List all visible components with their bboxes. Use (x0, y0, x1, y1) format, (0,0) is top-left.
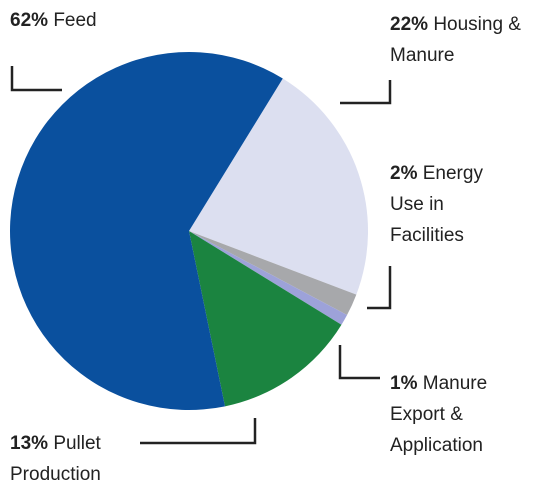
slices (10, 51, 368, 411)
pie-slice (189, 231, 342, 407)
slice-label: 62% Feed (10, 5, 210, 36)
leader-line (367, 266, 392, 310)
leader-line (140, 418, 257, 445)
slice-percent: 62% (10, 10, 49, 31)
slice-label: 13% Pullet Production (10, 428, 130, 487)
slice-name: Manure Export & Application (390, 373, 488, 456)
slice-percent: 22% (390, 14, 429, 35)
slice-label: 2% Energy Use in Facilities (390, 158, 500, 251)
pie-slice (10, 51, 283, 411)
pie-slice (189, 231, 357, 316)
leader-line (338, 345, 380, 380)
slice-name: Housing & Manure (390, 14, 521, 66)
pie-slice (189, 78, 368, 295)
slice-percent: 13% (10, 433, 49, 454)
slice-name: Feed (53, 10, 97, 31)
leader-line (10, 66, 62, 92)
leader-line (340, 80, 392, 105)
slice-label: 1% Manure Export & Application (390, 368, 515, 461)
slice-name: Energy Use in Facilities (390, 163, 483, 246)
pie-slice (189, 231, 348, 325)
slice-percent: 1% (390, 373, 418, 394)
slice-name: Pullet Production (10, 433, 101, 485)
slice-label: 22% Housing & Manure (390, 9, 550, 71)
slice-percent: 2% (390, 163, 418, 184)
